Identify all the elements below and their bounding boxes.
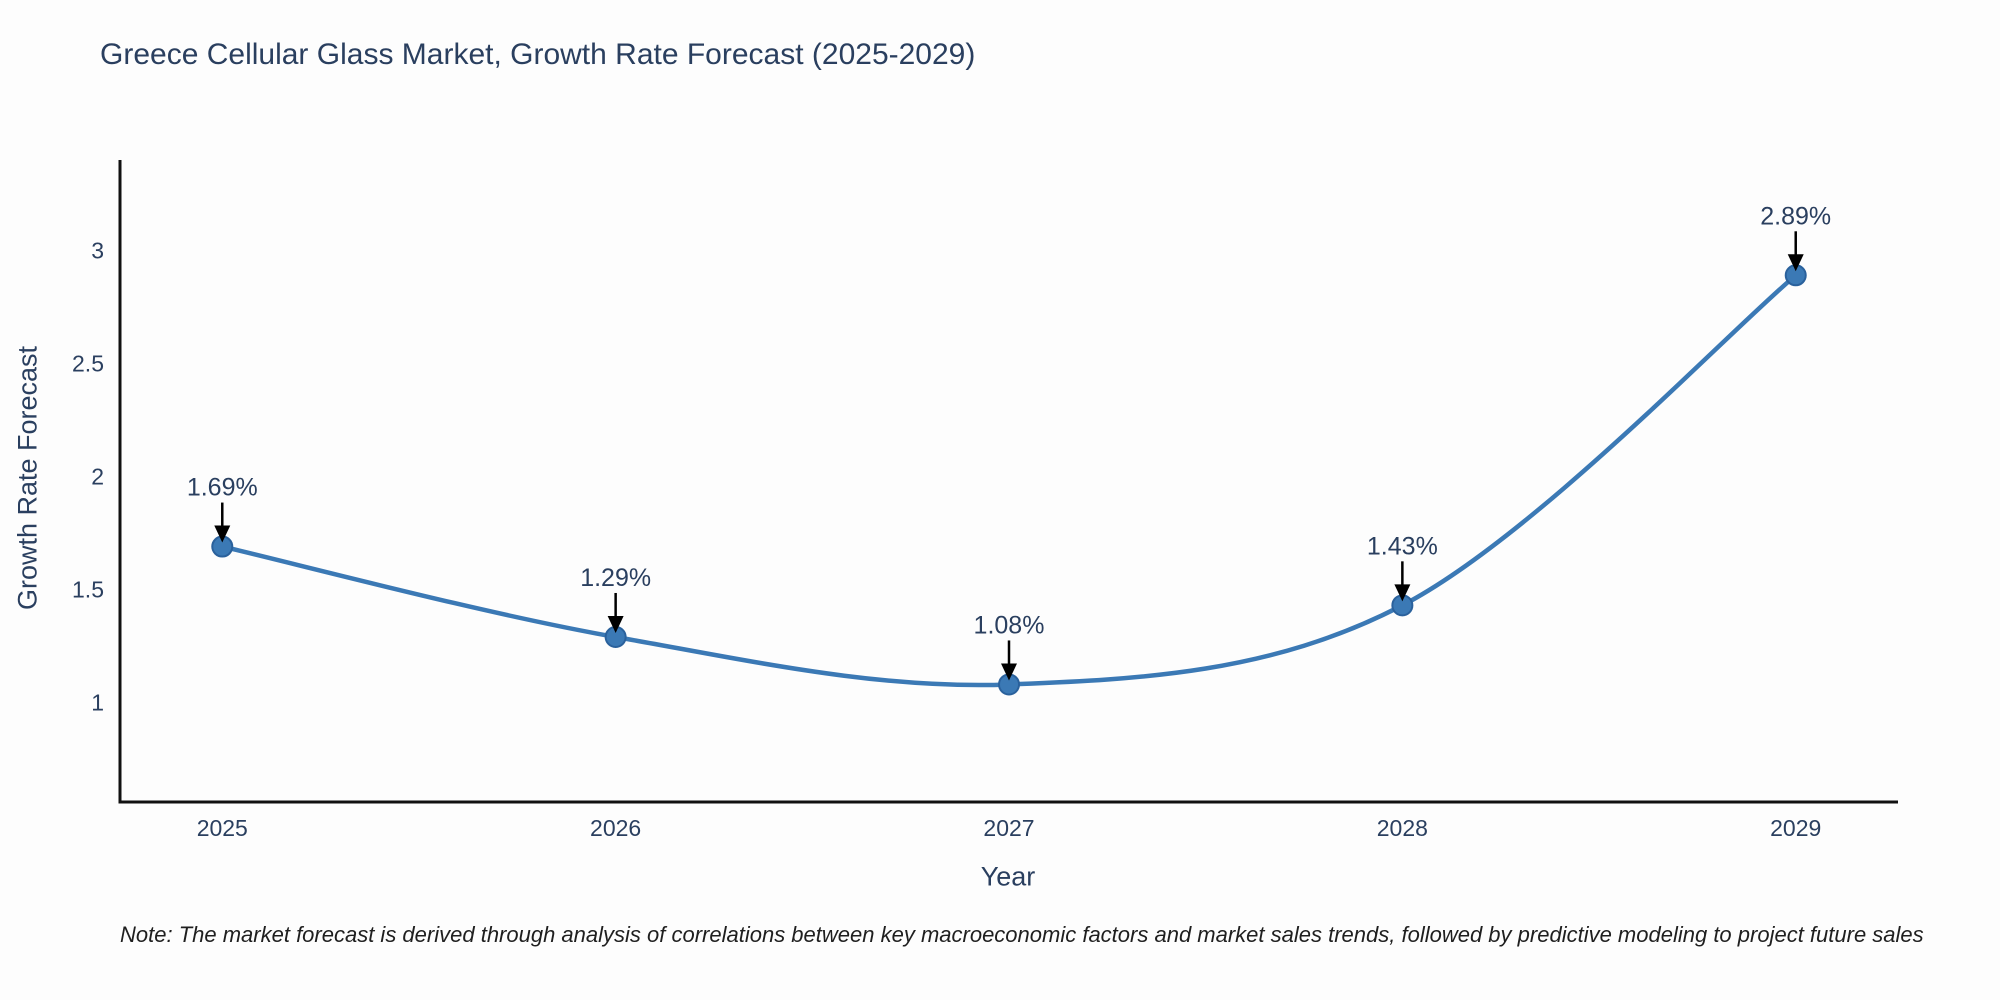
- annotation-arrow-head: [1394, 584, 1411, 602]
- footnote: Note: The market forecast is derived thr…: [120, 922, 1924, 947]
- x-tick-label: 2026: [590, 815, 641, 841]
- x-tick-label: 2028: [1377, 815, 1428, 841]
- annotation-label: 1.08%: [974, 611, 1045, 639]
- annotation-label: 1.43%: [1367, 532, 1438, 560]
- y-tick-label: 1: [91, 690, 104, 716]
- y-axis-title: Growth Rate Forecast: [12, 345, 43, 611]
- x-axis-title: Year: [980, 861, 1036, 892]
- y-tick-label: 2: [91, 463, 104, 489]
- annotation-label: 2.89%: [1760, 202, 1831, 230]
- annotation-arrow-head: [1001, 663, 1017, 681]
- x-tick-label: 2027: [983, 815, 1034, 841]
- y-tick-label: 1.5: [72, 577, 104, 603]
- annotation-label: 1.29%: [580, 564, 651, 592]
- annotation-arrow-head: [214, 525, 231, 543]
- chart-title: Greece Cellular Glass Market, Growth Rat…: [100, 38, 976, 71]
- x-tick-label: 2025: [197, 815, 248, 841]
- annotation-arrow-head: [607, 615, 624, 633]
- y-tick-label: 3: [91, 237, 104, 263]
- y-tick-label: 2.5: [72, 350, 104, 376]
- annotation-arrow-head: [1787, 254, 1804, 272]
- x-tick-label: 2029: [1770, 815, 1821, 841]
- annotation-label: 1.69%: [187, 474, 258, 502]
